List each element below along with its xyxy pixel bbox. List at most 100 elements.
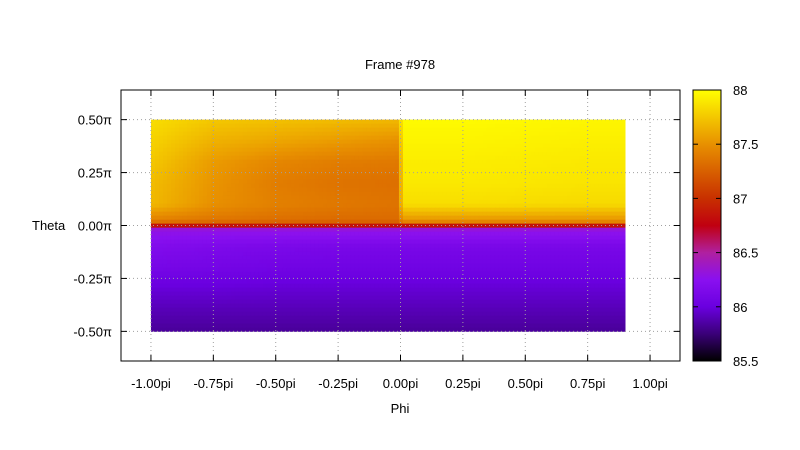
heatmap-cell bbox=[238, 199, 244, 205]
heatmap-cell bbox=[542, 283, 548, 289]
heatmap-cell bbox=[442, 123, 448, 129]
heatmap-cell bbox=[414, 163, 420, 169]
heatmap-cell bbox=[278, 179, 284, 185]
heatmap-cell bbox=[550, 227, 556, 233]
heatmap-cell bbox=[310, 131, 316, 137]
heatmap-cell bbox=[406, 231, 412, 237]
heatmap-cell bbox=[550, 135, 556, 141]
heatmap-cell bbox=[518, 163, 524, 169]
heatmap-cell bbox=[558, 183, 564, 189]
heatmap-cell bbox=[554, 187, 560, 193]
heatmap-cell bbox=[206, 215, 212, 221]
heatmap-cell bbox=[410, 283, 416, 289]
heatmap-cell bbox=[550, 235, 556, 241]
heatmap-cell bbox=[230, 231, 236, 237]
heatmap-cell bbox=[166, 119, 172, 125]
heatmap-cell bbox=[386, 183, 392, 189]
heatmap-cell bbox=[322, 215, 328, 221]
heatmap-cell bbox=[282, 219, 288, 225]
heatmap-cell bbox=[550, 267, 556, 273]
heatmap-cell bbox=[274, 191, 280, 197]
heatmap-cell bbox=[606, 239, 612, 245]
heatmap-cell bbox=[290, 239, 296, 245]
heatmap-cell bbox=[170, 251, 176, 257]
heatmap-cell bbox=[462, 259, 468, 265]
heatmap-cell bbox=[466, 263, 472, 269]
heatmap-cell bbox=[214, 199, 220, 205]
heatmap-cell bbox=[542, 247, 548, 253]
heatmap-cell bbox=[354, 159, 360, 165]
heatmap-cell bbox=[554, 183, 560, 189]
heatmap-cell bbox=[450, 259, 456, 265]
heatmap-cell bbox=[358, 187, 364, 193]
heatmap-cell bbox=[558, 155, 564, 161]
heatmap-cell bbox=[542, 131, 548, 137]
heatmap-cell bbox=[162, 251, 168, 257]
heatmap-cell bbox=[482, 195, 488, 201]
heatmap-cell bbox=[518, 167, 524, 173]
heatmap-cell bbox=[498, 235, 504, 241]
heatmap-cell bbox=[402, 187, 408, 193]
heatmap-cell bbox=[554, 139, 560, 145]
heatmap-cell bbox=[342, 143, 348, 149]
heatmap-cell bbox=[514, 259, 520, 265]
heatmap-cell bbox=[566, 271, 572, 277]
heatmap-cell bbox=[538, 147, 544, 153]
heatmap-cell bbox=[322, 143, 328, 149]
heatmap-cell bbox=[386, 139, 392, 145]
heatmap-cell bbox=[330, 215, 336, 221]
heatmap-cell bbox=[202, 219, 208, 225]
heatmap-cell bbox=[150, 155, 156, 161]
heatmap-cell bbox=[210, 235, 216, 241]
heatmap-cell bbox=[342, 247, 348, 253]
heatmap-cell bbox=[458, 279, 464, 285]
heatmap-cell bbox=[346, 183, 352, 189]
heatmap-cell bbox=[390, 235, 396, 241]
heatmap-cell bbox=[230, 259, 236, 265]
heatmap-cell bbox=[462, 151, 468, 157]
heatmap-cell bbox=[234, 247, 240, 253]
heatmap-cell bbox=[166, 183, 172, 189]
heatmap-cell bbox=[322, 139, 328, 145]
heatmap-cell bbox=[182, 187, 188, 193]
heatmap-cell bbox=[294, 219, 300, 225]
heatmap-cell bbox=[598, 271, 604, 277]
heatmap-cell bbox=[546, 227, 552, 233]
heatmap-cell bbox=[622, 183, 626, 189]
heatmap-cell bbox=[582, 211, 588, 217]
heatmap-cell bbox=[270, 267, 276, 273]
heatmap-cell bbox=[318, 279, 324, 285]
heatmap-cell bbox=[346, 147, 352, 153]
heatmap-cell bbox=[454, 239, 460, 245]
heatmap-cell bbox=[330, 131, 336, 137]
heatmap-cell bbox=[610, 227, 616, 233]
heatmap-cell bbox=[286, 175, 292, 181]
heatmap-cell bbox=[534, 259, 540, 265]
heatmap-cell bbox=[606, 143, 612, 149]
heatmap-cell bbox=[590, 171, 596, 177]
heatmap-cell bbox=[490, 199, 496, 205]
heatmap-cell bbox=[166, 227, 172, 233]
heatmap-cell bbox=[538, 139, 544, 145]
heatmap-cell bbox=[486, 219, 492, 225]
heatmap-cell bbox=[546, 259, 552, 265]
heatmap-cell bbox=[230, 179, 236, 185]
heatmap-cell bbox=[374, 283, 380, 289]
heatmap-cell bbox=[606, 151, 612, 157]
heatmap-cell bbox=[490, 119, 496, 125]
heatmap-cell bbox=[618, 155, 624, 161]
heatmap-cell bbox=[566, 163, 572, 169]
heatmap-cell bbox=[574, 187, 580, 193]
heatmap-cell bbox=[578, 203, 584, 209]
heatmap-cell bbox=[430, 163, 436, 169]
heatmap-cell bbox=[366, 131, 372, 137]
heatmap-cell bbox=[326, 159, 332, 165]
heatmap-cell bbox=[266, 187, 272, 193]
heatmap-cell bbox=[350, 139, 356, 145]
heatmap-cell bbox=[354, 235, 360, 241]
heatmap-cell bbox=[446, 211, 452, 217]
heatmap-cell bbox=[474, 219, 480, 225]
heatmap-cell bbox=[174, 239, 180, 245]
heatmap-cell bbox=[594, 259, 600, 265]
heatmap-cell bbox=[302, 279, 308, 285]
